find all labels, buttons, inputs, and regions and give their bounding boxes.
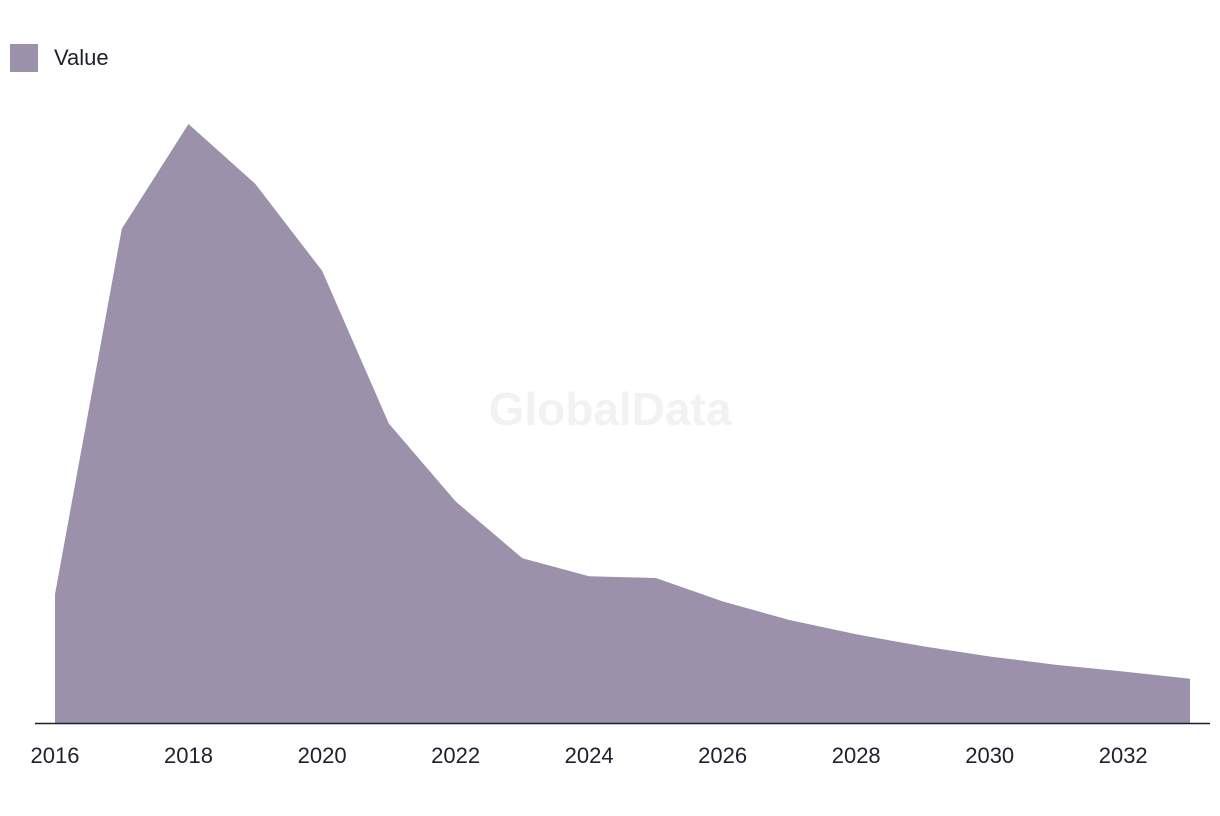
x-axis: 2016 2018 2020 2022 2024 2026 2028 2030 2032 [31,722,1210,768]
legend-swatch [10,44,38,72]
x-tick-label: 2032 [1099,743,1148,768]
x-tick-label: 2018 [164,743,213,768]
x-tick-label: 2022 [431,743,480,768]
chart-legend: Value [10,44,109,72]
x-tick-label: 2020 [298,743,347,768]
x-tick-label: 2030 [965,743,1014,768]
area-layer [55,124,1190,723]
legend-label: Value [54,45,109,70]
series-area-value [55,124,1190,723]
x-tick-label: 2026 [698,743,747,768]
x-tick-label: 2028 [832,743,881,768]
watermark-text: GlobalData [489,383,732,435]
x-tick-label: 2016 [31,743,80,768]
x-tick-label: 2024 [565,743,614,768]
